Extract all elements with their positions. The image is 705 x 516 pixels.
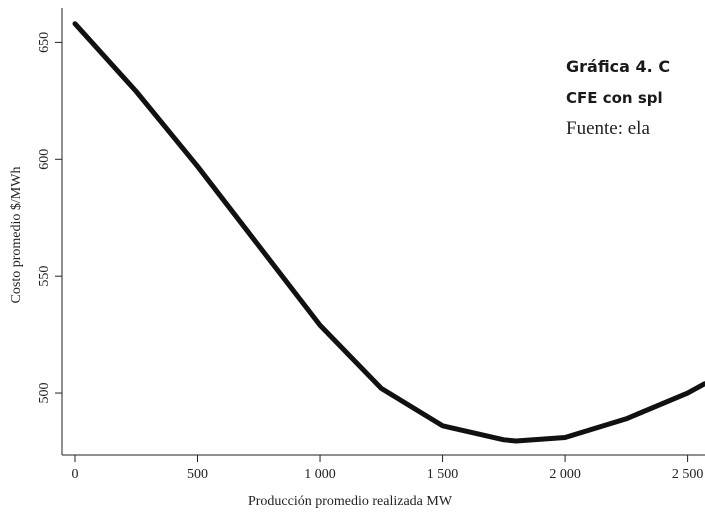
x-axis-label: Producción promedio realizada MW (248, 494, 453, 509)
y-tick-label: 500 (37, 383, 52, 404)
y-tick-label: 600 (37, 149, 52, 170)
x-tick-label: 2 500 (672, 467, 704, 482)
annotation: CFE con spl (566, 89, 663, 107)
y-tick-label: 650 (37, 32, 52, 53)
x-tick-label: 500 (187, 467, 208, 482)
x-tick-label: 2 000 (549, 467, 581, 482)
x-tick-label: 1 500 (427, 467, 459, 482)
x-tick-label: 0 (71, 467, 78, 482)
x-tick-label: 1 000 (304, 467, 336, 482)
y-axis-label: Costo promedio $/MWh (9, 167, 24, 304)
annotation: Gráfica 4. C (566, 57, 670, 76)
annotation: Fuente: ela (566, 118, 650, 139)
line-series (72, 21, 705, 444)
y-tick-label: 550 (37, 266, 52, 287)
